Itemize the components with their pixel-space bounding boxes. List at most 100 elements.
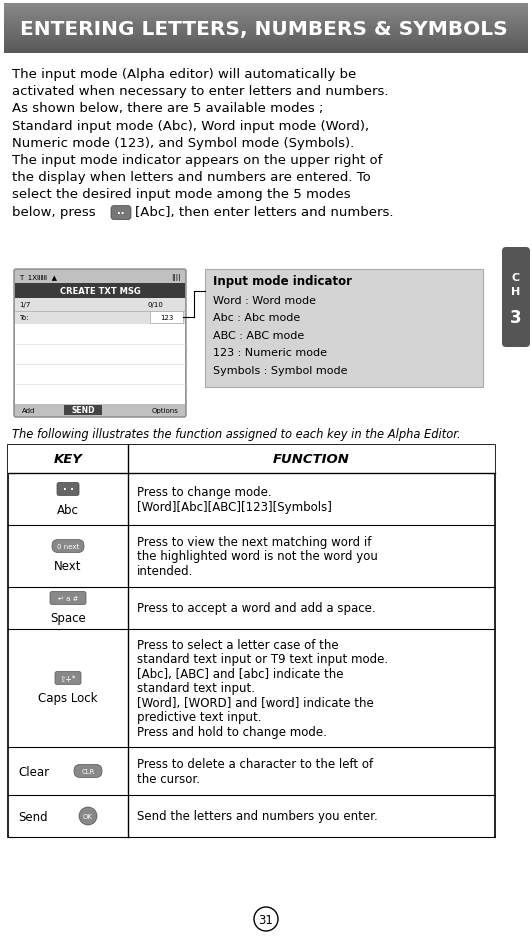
Bar bbox=[129, 526, 494, 588]
Bar bbox=[4, 10, 528, 11]
Bar bbox=[150, 312, 183, 324]
Bar bbox=[64, 405, 102, 416]
Text: the cursor.: the cursor. bbox=[137, 772, 200, 785]
Circle shape bbox=[79, 807, 97, 826]
Text: the highlighted word is not the word you: the highlighted word is not the word you bbox=[137, 550, 378, 563]
Bar bbox=[15, 299, 185, 325]
Bar bbox=[4, 4, 528, 5]
Text: ENTERING LETTERS, NUMBERS & SYMBOLS: ENTERING LETTERS, NUMBERS & SYMBOLS bbox=[20, 21, 508, 39]
Text: Press to view the next matching word if: Press to view the next matching word if bbox=[137, 535, 371, 548]
Bar bbox=[4, 47, 528, 48]
Bar bbox=[4, 12, 528, 13]
Bar bbox=[4, 35, 528, 36]
Bar bbox=[4, 21, 528, 22]
Text: 31: 31 bbox=[259, 913, 273, 926]
Text: Abc : Abc mode: Abc : Abc mode bbox=[213, 314, 300, 323]
Bar bbox=[129, 796, 494, 837]
Bar bbox=[4, 13, 528, 14]
FancyBboxPatch shape bbox=[55, 672, 81, 685]
Text: ↵ a #: ↵ a # bbox=[58, 596, 78, 602]
Text: Press to accept a word and add a space.: Press to accept a word and add a space. bbox=[137, 602, 376, 615]
Text: [Abc], [ABC] and [abc] indicate the: [Abc], [ABC] and [abc] indicate the bbox=[137, 667, 344, 680]
Text: FUNCTION: FUNCTION bbox=[273, 453, 350, 466]
Bar bbox=[4, 40, 528, 41]
Text: CLR: CLR bbox=[81, 768, 95, 775]
Bar bbox=[15, 284, 185, 299]
Bar bbox=[4, 44, 528, 45]
FancyBboxPatch shape bbox=[50, 592, 86, 605]
Text: 123: 123 bbox=[160, 314, 173, 321]
Text: The input mode indicator appears on the upper right of: The input mode indicator appears on the … bbox=[12, 154, 383, 167]
Text: Press to delete a character to the left of: Press to delete a character to the left … bbox=[137, 757, 373, 770]
Bar bbox=[4, 43, 528, 44]
Bar bbox=[129, 474, 494, 525]
Bar bbox=[4, 28, 528, 29]
Text: [Word], [WORD] and [word] indicate the: [Word], [WORD] and [word] indicate the bbox=[137, 696, 374, 709]
Text: select the desired input mode among the 5 modes: select the desired input mode among the … bbox=[12, 188, 351, 201]
Bar bbox=[15, 325, 185, 404]
Text: KEY: KEY bbox=[54, 453, 82, 466]
Text: [Abc], then enter letters and numbers.: [Abc], then enter letters and numbers. bbox=[135, 205, 394, 218]
Text: Space: Space bbox=[50, 612, 86, 625]
Bar bbox=[4, 49, 528, 50]
Text: · ·: · · bbox=[63, 485, 73, 495]
Bar bbox=[4, 22, 528, 23]
Bar bbox=[4, 9, 528, 10]
Text: SEND: SEND bbox=[71, 406, 95, 415]
Bar bbox=[4, 34, 528, 35]
Bar bbox=[4, 19, 528, 20]
Bar bbox=[4, 36, 528, 37]
Text: Abc: Abc bbox=[57, 503, 79, 516]
Text: predictive text input.: predictive text input. bbox=[137, 710, 262, 724]
Text: standard text input.: standard text input. bbox=[137, 681, 255, 695]
Text: 1/7: 1/7 bbox=[19, 301, 30, 308]
Bar bbox=[4, 48, 528, 49]
Text: Send the letters and numbers you enter.: Send the letters and numbers you enter. bbox=[137, 810, 378, 823]
FancyBboxPatch shape bbox=[74, 765, 102, 778]
Bar bbox=[205, 270, 483, 388]
Bar bbox=[4, 15, 528, 16]
Text: The input mode (Alpha editor) will automatically be: The input mode (Alpha editor) will autom… bbox=[12, 68, 356, 80]
Bar bbox=[4, 46, 528, 47]
FancyBboxPatch shape bbox=[111, 206, 131, 220]
Bar bbox=[4, 32, 528, 33]
Bar bbox=[4, 33, 528, 34]
Bar bbox=[4, 30, 528, 31]
Bar bbox=[4, 14, 528, 15]
Bar bbox=[4, 6, 528, 7]
Text: Standard input mode (Abc), Word input mode (Word),: Standard input mode (Abc), Word input mo… bbox=[12, 120, 369, 133]
Text: Clear: Clear bbox=[18, 766, 49, 779]
Text: Send: Send bbox=[18, 811, 48, 824]
Text: Press to select a letter case of the: Press to select a letter case of the bbox=[137, 638, 339, 651]
Bar bbox=[4, 8, 528, 9]
FancyBboxPatch shape bbox=[57, 483, 79, 496]
Circle shape bbox=[254, 907, 278, 931]
Text: the display when letters and numbers are entered. To: the display when letters and numbers are… bbox=[12, 171, 371, 184]
Bar bbox=[4, 26, 528, 27]
Bar bbox=[4, 53, 528, 54]
Text: The following illustrates the function assigned to each key in the Alpha Editor.: The following illustrates the function a… bbox=[12, 428, 461, 441]
Bar bbox=[4, 17, 528, 18]
Bar bbox=[129, 588, 494, 629]
Bar bbox=[4, 18, 528, 19]
Text: Press to change mode.: Press to change mode. bbox=[137, 486, 272, 499]
Text: ABC : ABC mode: ABC : ABC mode bbox=[213, 330, 304, 341]
Text: ⇧+*: ⇧+* bbox=[60, 674, 76, 683]
Text: below, press: below, press bbox=[12, 205, 96, 218]
Bar bbox=[4, 5, 528, 6]
Text: OK: OK bbox=[83, 813, 93, 820]
Text: Caps Lock: Caps Lock bbox=[38, 692, 98, 705]
FancyBboxPatch shape bbox=[14, 270, 186, 417]
Bar bbox=[4, 45, 528, 46]
Bar bbox=[9, 474, 128, 525]
Text: Numeric mode (123), and Symbol mode (Symbols).: Numeric mode (123), and Symbol mode (Sym… bbox=[12, 137, 354, 150]
Bar bbox=[4, 27, 528, 28]
Text: ||||: |||| bbox=[171, 273, 181, 281]
Bar bbox=[4, 42, 528, 43]
Text: intended.: intended. bbox=[137, 564, 193, 578]
Text: CREATE TXT MSG: CREATE TXT MSG bbox=[60, 286, 140, 296]
Bar bbox=[129, 630, 494, 747]
Text: T  1XⅡⅡⅡ  ▲: T 1XⅡⅡⅡ ▲ bbox=[19, 274, 57, 280]
Bar bbox=[4, 24, 528, 25]
FancyBboxPatch shape bbox=[52, 540, 84, 553]
